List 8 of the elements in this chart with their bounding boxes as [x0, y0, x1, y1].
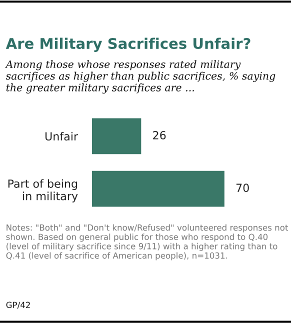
chart-title: Are Military Sacrifices Unfair?: [6, 38, 250, 52]
data-label: 26: [153, 130, 166, 140]
chart-subtitle: Among those whose responses rated military sacrifices as higher than public sacrifices, % saying the greater military sacrifices are ...: [5, 60, 276, 94]
y-tick-label: Part of being in military: [8, 179, 78, 202]
text: Notes: "Both" and "Don't know/Refused" volunteered responses not shown. Based on general public for those who respond to Q.40 (level of military sacrifice since 9/11) with a higher rating than to Q.41 (level of sacrifice of American people), n=1031.: [6, 224, 288, 260]
data-label: 70: [236, 184, 249, 192]
y-tick-label: Unfair: [45, 132, 78, 141]
text: GP/42: [6, 302, 30, 309]
